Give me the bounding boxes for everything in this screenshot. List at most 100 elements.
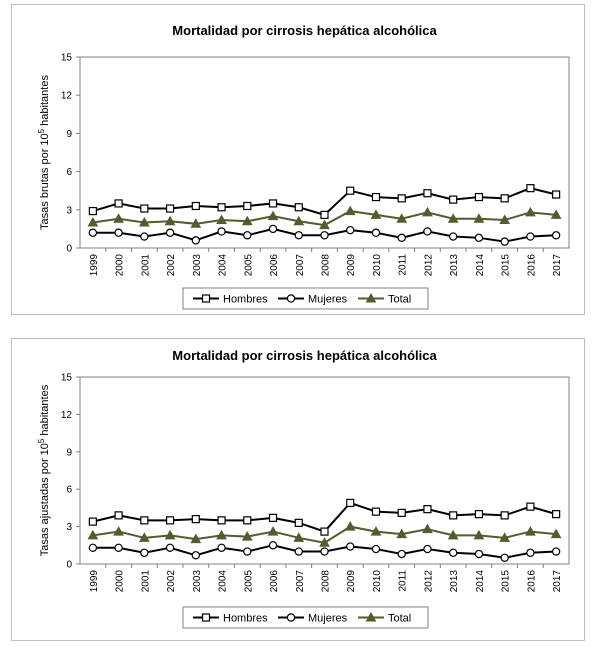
x-tick-label: 2009 xyxy=(346,254,357,277)
data-point-mujeres xyxy=(268,541,278,550)
data-point-total xyxy=(370,209,382,219)
data-point-total xyxy=(138,217,150,227)
data-point-hombres xyxy=(191,201,200,211)
data-point-total xyxy=(216,214,227,224)
x-tick-label: 2014 xyxy=(475,254,486,277)
chart-svg-ajustadas: Mortalidad por cirrosis hepática alcohól… xyxy=(37,348,570,629)
data-point-hombres xyxy=(346,186,355,195)
y-axis-label-superscript: 5 xyxy=(37,438,46,443)
data-point-hombres xyxy=(114,511,123,520)
data-point-total xyxy=(525,526,536,536)
y-tick-label: 0 xyxy=(66,560,72,571)
data-point-total xyxy=(87,217,99,227)
data-point-mujeres xyxy=(294,231,303,240)
y-axis-label-superscript: 5 xyxy=(37,128,46,133)
data-point-hombres xyxy=(320,210,329,219)
plot-area xyxy=(79,56,570,249)
data-point-mujeres xyxy=(474,233,484,243)
data-point-hombres xyxy=(268,513,278,522)
x-tick-label: 2011 xyxy=(398,254,409,276)
y-axis-label: Tasas ajustadas por 105 habitantes xyxy=(37,384,51,556)
data-point-hombres xyxy=(474,192,484,202)
data-point-mujeres xyxy=(371,544,381,554)
chart-title: Mortalidad por cirrosis hepática alcohól… xyxy=(172,348,437,363)
x-tick-label: 2004 xyxy=(218,254,229,277)
data-point-total xyxy=(473,213,485,223)
data-point-mujeres xyxy=(243,547,252,556)
x-tick-label: 2004 xyxy=(218,570,229,593)
data-point-total xyxy=(499,214,511,224)
x-tick-label: 2009 xyxy=(346,570,357,593)
data-point-hombres xyxy=(294,518,303,527)
y-tick-label: 9 xyxy=(66,129,72,140)
data-point-total xyxy=(396,213,408,223)
data-point-hombres xyxy=(346,498,355,508)
chart-svg-brutas: Mortalidad por cirrosis hepática alcohól… xyxy=(37,23,570,310)
data-point-hombres xyxy=(526,502,535,511)
data-point-hombres xyxy=(423,505,432,514)
y-tick-label: 3 xyxy=(66,205,72,216)
data-point-total xyxy=(422,206,433,217)
x-tick-label: 2015 xyxy=(501,570,512,593)
data-point-hombres xyxy=(500,511,509,520)
legend-label-hombres: Hombres xyxy=(223,294,268,306)
data-point-total xyxy=(473,529,485,540)
data-point-total xyxy=(113,526,124,536)
y-tick-label: 15 xyxy=(61,373,73,384)
data-point-mujeres xyxy=(551,231,561,240)
data-point-hombres xyxy=(114,199,123,208)
data-point-total xyxy=(293,215,305,226)
data-point-total xyxy=(241,531,253,541)
x-tick-label: 2016 xyxy=(526,254,537,277)
y-axis-label-text: Tasas brutas por 10 xyxy=(39,133,51,230)
y-tick-label: 0 xyxy=(66,244,72,255)
x-tick-label: 2003 xyxy=(192,254,203,277)
data-point-hombres xyxy=(397,508,406,517)
data-point-hombres xyxy=(140,204,149,213)
x-tick-label: 2002 xyxy=(166,254,177,277)
data-point-total xyxy=(138,532,150,542)
data-point-hombres xyxy=(500,194,509,203)
y-axis-label-units: habitantes xyxy=(39,75,51,129)
data-point-total xyxy=(319,219,330,230)
x-tick-label: 2016 xyxy=(526,570,537,593)
data-point-total xyxy=(164,529,176,540)
data-point-total xyxy=(190,533,202,544)
data-point-mujeres xyxy=(191,236,201,245)
x-tick-label: 2005 xyxy=(243,570,254,593)
data-point-total xyxy=(293,532,305,542)
data-point-mujeres xyxy=(243,231,252,240)
data-point-hombres xyxy=(165,204,175,213)
data-point-hombres xyxy=(474,510,484,519)
series-line-hombres xyxy=(92,501,557,533)
data-point-hombres xyxy=(88,517,97,526)
x-tick-label: 2014 xyxy=(475,570,486,593)
y-tick-label: 9 xyxy=(66,447,72,458)
x-tick-label: 2000 xyxy=(115,570,126,593)
data-point-hombres xyxy=(371,507,381,516)
data-point-total xyxy=(396,528,408,539)
data-point-hombres xyxy=(217,203,226,212)
data-point-mujeres xyxy=(551,547,561,556)
chart-panel-brutas: Mortalidad por cirrosis hepática alcohól… xyxy=(11,4,585,315)
data-point-mujeres xyxy=(191,551,201,560)
chart-title: Mortalidad por cirrosis hepática alcohól… xyxy=(172,23,437,38)
data-point-total xyxy=(164,215,176,226)
x-tick-label: 2010 xyxy=(372,254,383,277)
x-tick-label: 2001 xyxy=(140,254,151,277)
data-point-total xyxy=(370,526,382,536)
data-point-hombres xyxy=(552,190,561,199)
legend-box xyxy=(182,606,429,629)
x-tick-label: 2013 xyxy=(449,254,460,277)
data-point-total xyxy=(447,213,459,223)
legend-marker-mujeres xyxy=(286,613,296,622)
data-point-mujeres xyxy=(423,227,432,236)
x-tick-label: 2005 xyxy=(243,254,254,277)
x-tick-label: 2015 xyxy=(501,254,512,277)
data-point-mujeres xyxy=(217,543,226,552)
legend-label-total: Total xyxy=(388,294,411,306)
x-tick-label: 2012 xyxy=(423,570,434,593)
data-point-total xyxy=(267,210,279,221)
data-point-hombres xyxy=(140,516,149,525)
data-point-total xyxy=(525,206,536,217)
